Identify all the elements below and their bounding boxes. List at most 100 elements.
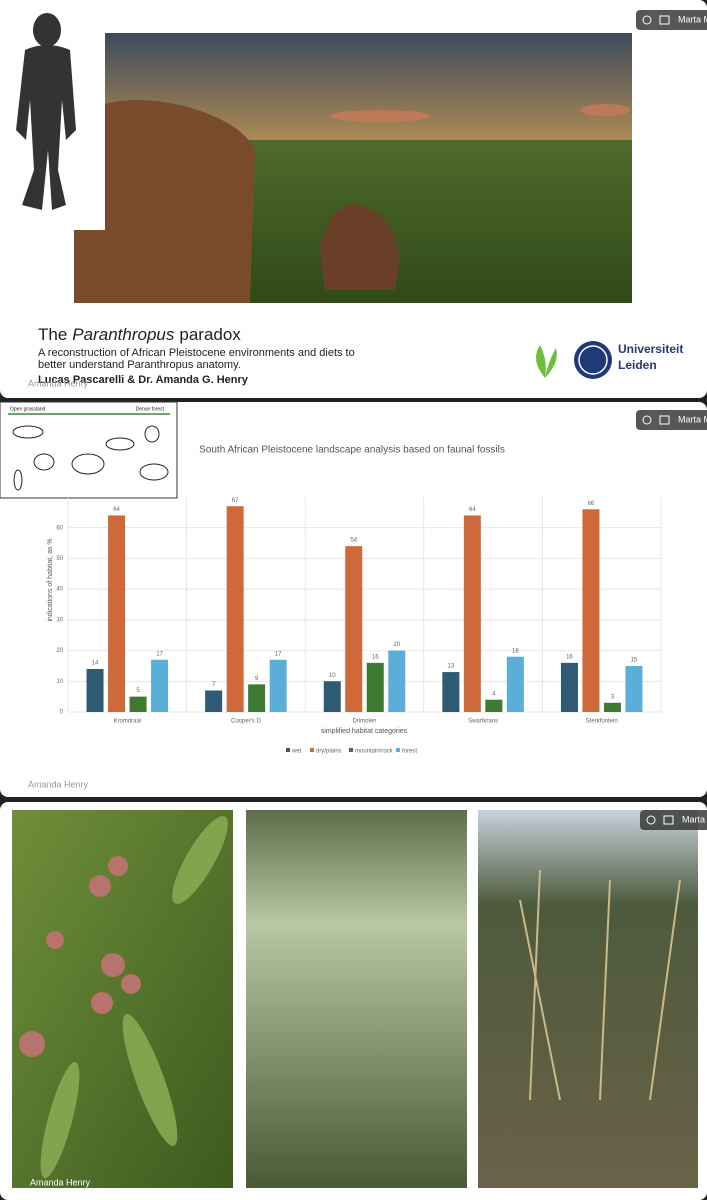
legend-swatch [349,748,353,752]
bar [205,690,223,712]
university: Leiden [618,358,657,372]
bar-chart: 0 10 20 30 40 50 60 Kromdraai 14 64 5 17 Cooper's D 7… [56,497,662,755]
title-part: Paranthropus [72,325,175,344]
x-tick-label: Sterkfontein [586,719,618,725]
participant-badge [636,10,707,30]
participant-badge [636,410,707,430]
bar [603,702,621,712]
data-label: 54 [350,538,357,544]
bar [442,672,460,712]
leaves [40,816,228,1179]
subtitle: better understand Paranthropus anatomy. [38,359,241,371]
chart-title: South African Pleistocene landscape anal… [199,445,505,456]
camera-icon [659,15,670,25]
speaker-name: Amanda Henry [30,1177,91,1187]
legend-swatch [396,748,400,752]
y-tick-label: 30 [56,617,63,623]
data-label: 9 [255,676,259,682]
data-label: 67 [232,498,239,504]
inset-label: Open grassland [10,406,46,412]
title-part: The [38,325,67,344]
rock [320,204,400,290]
data-label: 20 [393,642,400,648]
x-tick-label: Swartkrans [468,719,498,725]
data-label: 10 [329,673,336,679]
rock [74,100,255,303]
bar [86,669,104,712]
camera-icon [663,815,674,825]
bar [323,681,341,712]
participant-name: Marta M [682,814,707,824]
x-tick-label: Cooper's D [231,719,261,725]
data-label: 17 [156,651,163,657]
data-label: 17 [275,651,282,657]
data-label: 16 [372,654,379,660]
data-label: 64 [469,507,476,513]
inset-label: Dense forest [136,406,165,412]
bar [366,662,384,712]
y-tick-label: 20 [56,648,63,654]
data-label: 3 [611,694,615,700]
data-label: 13 [448,664,455,670]
subtitle: A reconstruction of African Pleistocene … [38,347,355,359]
legend-label: mountain/rock [355,749,394,755]
data-label: 4 [492,691,496,697]
bar [129,696,147,712]
fruits [19,856,141,1057]
y-axis-label: indications of habitat, as % [47,538,54,621]
y-tick-label: 10 [56,679,63,685]
video-panel-3: Marta M Amanda Henry [0,802,707,1200]
hominin-drawing [16,13,76,210]
authors: Lucas Pascarelli & Dr. Amanda G. Henry [38,374,249,386]
video-panel-1: The Paranthropus paradox A reconstruction … [0,0,707,398]
animal-icons [12,425,169,491]
legend-label: dry/plains [316,749,342,755]
speaker-name: Amanda Henry [28,378,89,388]
x-tick-label: Kromdraai [113,719,141,725]
mic-icon [642,415,652,425]
tall-grass-photo [478,810,698,1188]
speaker-name: Amanda Henry [28,779,89,789]
participant-name: Marta M [678,14,707,24]
grass-photo [246,810,467,1188]
bar [582,509,600,712]
animal-inset [0,401,178,499]
data-label: 16 [566,654,573,660]
bar [485,699,503,712]
x-tick-label: Drimolen [352,719,376,725]
bar [151,659,169,712]
data-label: 7 [212,682,216,688]
participant-badge [640,810,707,830]
y-tick-label: 40 [56,587,63,593]
plant-logo [536,345,557,378]
bar [108,515,126,712]
bar [560,662,578,712]
mic-icon [646,815,656,825]
data-label: 66 [588,501,595,507]
leiden-seal-ring [578,345,608,375]
legend-label: forest [402,749,417,755]
mic-icon [642,15,652,25]
x-axis-label: simplified habitat categories [321,728,408,735]
y-tick-label: 0 [60,710,64,716]
legend-swatch [286,748,290,752]
cloud [330,110,430,122]
bar [345,546,363,712]
y-tick-label: 50 [56,556,63,562]
participant-name: Marta M [678,414,707,424]
cloud [580,104,630,116]
data-label: 64 [113,507,120,513]
legend-label: wet [291,749,302,755]
bar [625,665,643,712]
camera-icon [659,415,670,425]
bar [248,684,266,712]
bar [463,515,481,712]
bar [269,659,287,712]
title-part: paradox [179,325,241,344]
legend-swatch [310,748,314,752]
data-label: 5 [136,688,140,694]
slide-title: The Paranthropus paradox [38,325,241,344]
data-label: 15 [631,658,638,664]
